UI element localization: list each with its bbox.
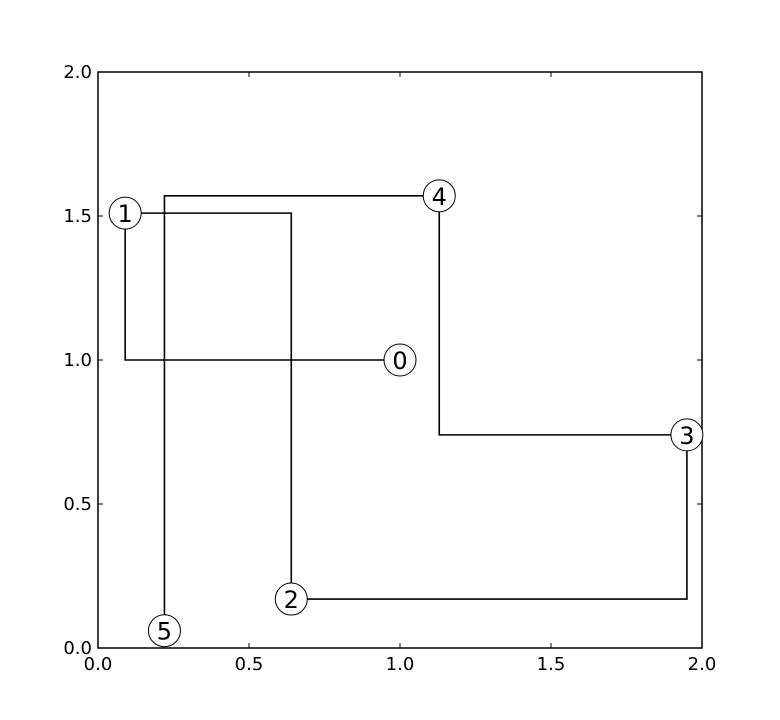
node-marker — [274, 582, 308, 616]
y-tick-label: 0.0 — [63, 638, 92, 659]
x-tick-label: 2.0 — [688, 654, 717, 675]
node-5: 5 — [147, 614, 181, 648]
path-segment-1-2 — [125, 212, 293, 600]
x-tick-label: 1.5 — [537, 654, 566, 675]
node-marker — [383, 343, 417, 377]
node-layer: 0 1 2 3 4 5 — [108, 179, 704, 648]
x-tick-label: 1.0 — [386, 654, 415, 675]
node-0: 0 — [383, 343, 417, 377]
node-label: 4 — [432, 183, 447, 211]
node-marker — [147, 614, 181, 648]
node-marker — [108, 196, 142, 230]
node-3: 3 — [670, 418, 704, 452]
path-segment-4-5 — [163, 195, 440, 631]
node-label: 0 — [392, 347, 407, 375]
tick-layer: 0.0 0.5 1.0 1.5 2.0 0.0 0.5 1.0 1.5 2.0 — [63, 62, 716, 675]
node-1: 1 — [108, 196, 142, 230]
x-tick-label: 0.0 — [84, 654, 113, 675]
x-tick-label: 0.5 — [235, 654, 264, 675]
node-2: 2 — [274, 582, 308, 616]
node-4: 4 — [422, 179, 456, 213]
y-tick-label: 1.5 — [63, 206, 92, 227]
node-label: 2 — [284, 586, 299, 614]
path-layer — [124, 195, 688, 631]
node-label: 5 — [157, 618, 172, 646]
y-tick-label: 2.0 — [63, 62, 92, 83]
node-label: 1 — [118, 200, 133, 228]
y-tick-label: 0.5 — [63, 494, 92, 515]
path-segment-0-1 — [124, 213, 400, 361]
node-marker — [670, 418, 704, 452]
node-marker — [422, 179, 456, 213]
path-segment-2-3 — [291, 434, 688, 600]
path-segment-3-4 — [438, 195, 687, 436]
y-tick-label: 1.0 — [63, 350, 92, 371]
node-label: 3 — [679, 422, 694, 450]
